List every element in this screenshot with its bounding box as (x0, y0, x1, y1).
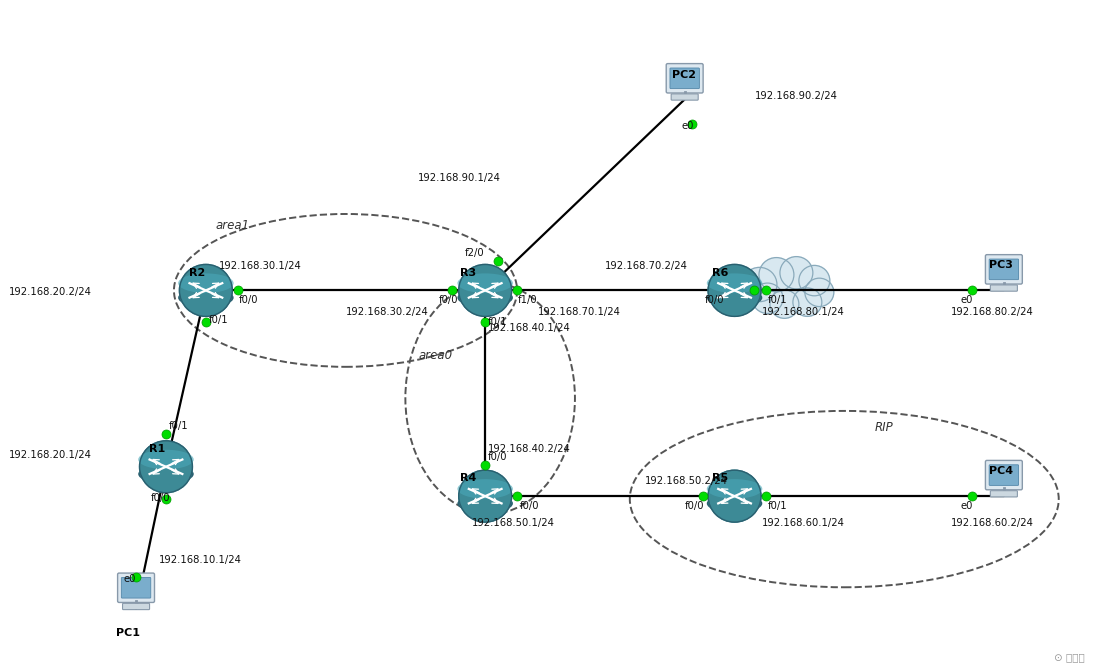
Text: area1: area1 (216, 219, 250, 231)
Ellipse shape (706, 494, 762, 513)
Circle shape (770, 290, 798, 318)
Text: 192.168.20.2/24: 192.168.20.2/24 (9, 287, 92, 297)
Text: 192.168.90.1/24: 192.168.90.1/24 (418, 173, 501, 183)
Text: 192.168.70.1/24: 192.168.70.1/24 (538, 307, 621, 317)
Text: 192.168.50.1/24: 192.168.50.1/24 (472, 518, 556, 529)
Circle shape (459, 470, 511, 522)
Text: f0/1: f0/1 (488, 316, 508, 326)
Text: f0/1: f0/1 (208, 314, 228, 324)
Circle shape (798, 266, 830, 296)
Text: e0: e0 (962, 501, 974, 511)
Text: 192.168.30.2/24: 192.168.30.2/24 (346, 307, 428, 317)
Text: area0: area0 (418, 349, 452, 362)
Circle shape (742, 268, 777, 302)
Circle shape (793, 288, 822, 316)
Circle shape (140, 441, 192, 493)
Text: RIP: RIP (874, 421, 893, 434)
Ellipse shape (139, 464, 194, 484)
Text: f0/0: f0/0 (238, 295, 258, 305)
Text: 192.168.80.1/24: 192.168.80.1/24 (762, 307, 844, 317)
Ellipse shape (457, 494, 513, 513)
Text: PC4: PC4 (989, 466, 1013, 476)
Ellipse shape (457, 274, 513, 293)
Text: R4: R4 (460, 474, 477, 484)
Text: f0/0: f0/0 (438, 295, 458, 305)
Ellipse shape (706, 274, 762, 293)
Text: 192.168.70.2/24: 192.168.70.2/24 (604, 261, 688, 271)
Text: e0: e0 (962, 295, 974, 305)
Text: 192.168.60.1/24: 192.168.60.1/24 (762, 518, 844, 529)
Text: ⊙ 亿速云: ⊙ 亿速云 (1054, 652, 1085, 662)
Ellipse shape (457, 288, 513, 308)
Text: f0/1: f0/1 (169, 421, 189, 432)
Circle shape (759, 258, 794, 292)
FancyBboxPatch shape (986, 460, 1022, 490)
Circle shape (459, 264, 511, 316)
Text: PC3: PC3 (989, 260, 1013, 270)
Text: f2/0: f2/0 (465, 248, 485, 258)
FancyBboxPatch shape (990, 490, 1017, 497)
Text: 192.168.90.2/24: 192.168.90.2/24 (754, 92, 837, 101)
Text: f0/0: f0/0 (684, 501, 704, 511)
Text: f0/1: f0/1 (767, 501, 787, 511)
Ellipse shape (139, 450, 194, 469)
FancyBboxPatch shape (121, 577, 151, 598)
Circle shape (763, 263, 815, 314)
Ellipse shape (457, 479, 513, 498)
Text: 192.168.20.1/24: 192.168.20.1/24 (9, 450, 92, 460)
FancyBboxPatch shape (990, 285, 1017, 291)
Ellipse shape (706, 288, 762, 308)
Text: 192.168.30.1/24: 192.168.30.1/24 (218, 261, 302, 271)
FancyBboxPatch shape (989, 259, 1018, 280)
Text: 192.168.60.2/24: 192.168.60.2/24 (952, 518, 1034, 529)
Circle shape (709, 470, 761, 522)
Text: PC2: PC2 (672, 70, 695, 80)
Circle shape (752, 283, 783, 314)
Text: R3: R3 (460, 268, 477, 278)
Ellipse shape (706, 479, 762, 498)
FancyBboxPatch shape (670, 68, 700, 88)
Circle shape (709, 264, 761, 316)
Text: PC1: PC1 (116, 628, 140, 638)
Text: f1/0: f1/0 (518, 295, 538, 305)
FancyBboxPatch shape (667, 64, 703, 93)
Text: R5: R5 (712, 474, 728, 484)
Circle shape (780, 257, 813, 289)
Text: e0: e0 (682, 120, 694, 130)
Circle shape (180, 264, 232, 316)
Text: 192.168.40.2/24: 192.168.40.2/24 (488, 444, 571, 454)
FancyBboxPatch shape (986, 255, 1022, 284)
FancyBboxPatch shape (989, 465, 1018, 486)
Text: f0/1: f0/1 (767, 295, 787, 305)
Text: f0/0: f0/0 (520, 501, 540, 511)
FancyBboxPatch shape (671, 94, 699, 100)
Text: e0: e0 (123, 574, 135, 584)
Text: R6: R6 (712, 268, 728, 278)
Text: 192.168.50.2/24: 192.168.50.2/24 (644, 476, 728, 486)
Text: 192.168.10.1/24: 192.168.10.1/24 (159, 555, 242, 565)
FancyBboxPatch shape (118, 573, 154, 603)
Ellipse shape (179, 274, 234, 293)
Text: f0/0: f0/0 (151, 493, 171, 503)
Text: f0/0: f0/0 (704, 295, 724, 305)
Ellipse shape (179, 288, 234, 308)
Text: R1: R1 (149, 444, 165, 454)
Text: 192.168.80.2/24: 192.168.80.2/24 (952, 307, 1034, 317)
FancyBboxPatch shape (122, 603, 150, 609)
Text: R2: R2 (189, 268, 205, 278)
Text: f0/0: f0/0 (488, 452, 508, 462)
Circle shape (805, 278, 834, 306)
Text: 192.168.40.1/24: 192.168.40.1/24 (488, 322, 571, 332)
